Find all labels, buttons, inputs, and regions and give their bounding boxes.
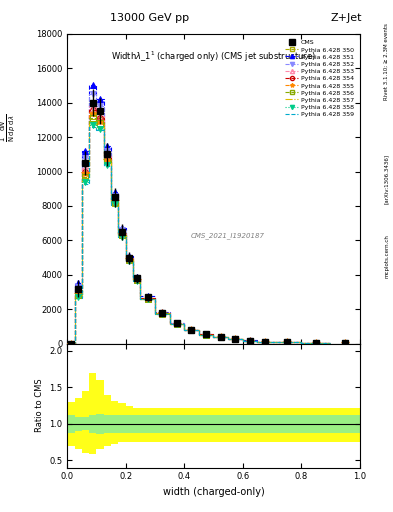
Text: mcplots.cern.ch: mcplots.cern.ch (384, 234, 389, 278)
Y-axis label: Ratio to CMS: Ratio to CMS (35, 379, 44, 433)
Text: Width$\lambda\_1^1$ (charged only) (CMS jet substructure): Width$\lambda\_1^1$ (charged only) (CMS … (111, 49, 316, 64)
X-axis label: width (charged-only): width (charged-only) (163, 487, 264, 497)
Text: CMS_2021_I1920187: CMS_2021_I1920187 (191, 232, 265, 239)
Legend: CMS, Pythia 6.428 350, Pythia 6.428 351, Pythia 6.428 352, Pythia 6.428 353, Pyt: CMS, Pythia 6.428 350, Pythia 6.428 351,… (283, 37, 356, 120)
Text: [arXiv:1306.3436]: [arXiv:1306.3436] (384, 154, 389, 204)
Text: $\frac{1}{\mathrm{N}}\frac{\mathrm{d}N}{\mathrm{d\,}p\,\mathrm{d\,}\lambda}$: $\frac{1}{\mathrm{N}}\frac{\mathrm{d}N}{… (0, 114, 17, 142)
Text: Rivet 3.1.10; ≥ 2.3M events: Rivet 3.1.10; ≥ 2.3M events (384, 23, 389, 100)
Text: 13000 GeV pp: 13000 GeV pp (110, 13, 189, 23)
Text: Z+Jet: Z+Jet (330, 13, 362, 23)
